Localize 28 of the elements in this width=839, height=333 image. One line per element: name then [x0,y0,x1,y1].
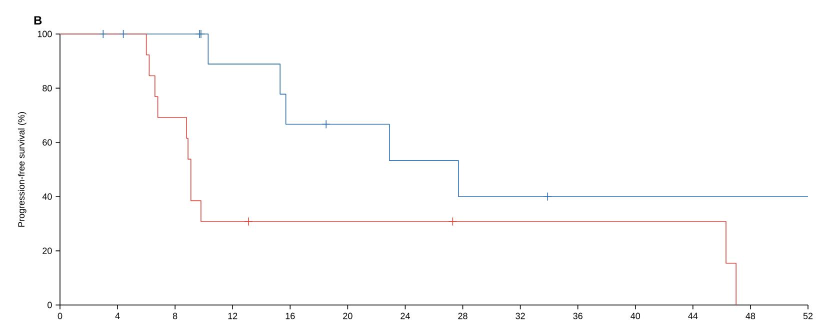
point [98,30,108,38]
x-tick-label: 48 [746,312,756,320]
y-tick-label: 80 [42,85,52,92]
y-axis-title: Progression-free survival (%) [18,112,26,227]
y-tick-label: 100 [38,30,52,38]
x-tick-label: 36 [573,312,582,320]
x-tick-label: 12 [228,312,238,320]
y-tick-label: 20 [42,248,52,254]
point [448,217,458,226]
x-tick-label: 40 [630,312,640,320]
x-tick-label: 0 [58,312,62,320]
point [322,120,331,129]
point [244,217,253,226]
y-tick-label: 40 [42,193,52,200]
y-tick-label: 60 [42,139,52,146]
x-tick-label: 52 [803,312,813,320]
x-tick-label: 16 [286,312,295,320]
x-tick-label: 4 [115,312,120,319]
x-tick-label: 44 [688,312,698,319]
point [543,192,552,201]
chart-title: B [34,16,42,24]
x-tick-label: 24 [400,312,410,320]
point [118,30,128,38]
y-tick-label: 0 [48,302,52,308]
x-tick-label: 28 [458,312,468,320]
x-tick-label: 8 [172,312,178,320]
x-tick-label: 20 [343,312,352,320]
x-tick-label: 32 [516,312,525,320]
